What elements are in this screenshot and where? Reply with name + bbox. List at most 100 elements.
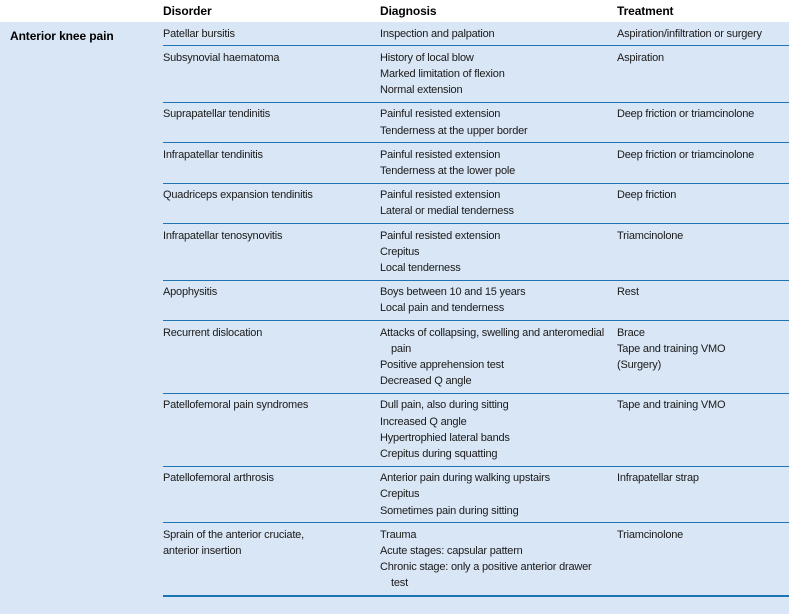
treatment-cell: Tape and training VMO bbox=[617, 397, 789, 462]
disorder-cell: Patellofemoral arthrosis bbox=[163, 470, 380, 519]
diagnosis-cell-line: Increased Q angle bbox=[380, 415, 467, 428]
diagnosis-cell-line: History of local blow bbox=[380, 51, 474, 64]
diagnosis-cell: Dull pain, also during sitting Increased … bbox=[380, 397, 617, 462]
table-rows: Patellar bursitis Inspection and palpatio… bbox=[163, 22, 789, 614]
diagnosis-cell-line: Hypertrophied lateral bands bbox=[380, 431, 510, 444]
disorder-cell: Recurrent dislocation bbox=[163, 325, 380, 390]
treatment-cell-line: Deep friction or triamcinolone bbox=[617, 108, 755, 121]
diagnosis-cell: History of local blow Marked limitation o… bbox=[380, 50, 617, 99]
treatment-cell: Triamcinolone bbox=[617, 527, 789, 592]
treatment-cell: Rest bbox=[617, 284, 789, 316]
treatment-cell: Aspiration bbox=[617, 50, 789, 99]
disorder-cell-line: Recurrent dislocation bbox=[163, 326, 263, 339]
disorder-cell-line: Patellofemoral arthrosis bbox=[163, 472, 274, 485]
diagnosis-cell-line: Tenderness at the lower pole bbox=[380, 164, 516, 177]
diagnosis-cell-line: Crepitus during squatting bbox=[380, 447, 498, 460]
disorder-cell-line: Apophysitis bbox=[163, 286, 218, 299]
diagnosis-cell-line: Dull pain, also during sitting bbox=[380, 399, 509, 412]
diagnosis-cell-line: Sometimes pain during sitting bbox=[380, 504, 519, 517]
disorder-cell-line: Infrapatellar tenosynovitis bbox=[163, 229, 283, 242]
diagnosis-cell: Anterior pain during walking upstairs Cre… bbox=[380, 470, 617, 519]
disorder-cell: Patellar bursitis bbox=[163, 26, 380, 42]
diagnosis-cell-line: Anterior pain during walking upstairs bbox=[380, 472, 550, 485]
treatment-cell: Deep friction or triamcinolone bbox=[617, 106, 789, 138]
table-header-row: Disorder Diagnosis Treatment bbox=[0, 0, 789, 22]
table-row: Patellofemoral pain syndromes Dull pain, … bbox=[163, 392, 789, 466]
diagnosis-cell-line: Lateral or medial tenderness bbox=[380, 205, 514, 218]
diagnosis-cell-line: Local tenderness bbox=[380, 261, 461, 274]
column-header-diagnosis: Diagnosis bbox=[380, 4, 437, 18]
diagnosis-cell-line: Positive apprehension test bbox=[380, 358, 504, 371]
table-row: Recurrent dislocation Attacks of collapsi… bbox=[163, 320, 789, 393]
table-bottom-rule bbox=[163, 595, 789, 598]
diagnosis-cell: Attacks of collapsing, swelling and ante… bbox=[380, 325, 617, 390]
treatment-cell-line: Infrapatellar strap bbox=[617, 472, 699, 485]
table-row: Subsynovial haematoma History of local bl… bbox=[163, 45, 789, 102]
diagnosis-cell-line: Painful resisted extension bbox=[380, 189, 501, 202]
diagnosis-cell-line: Trauma bbox=[380, 528, 417, 541]
table-row: Sprain of the anterior cruciate, anterior… bbox=[163, 522, 789, 595]
diagnosis-cell-line: Tenderness at the upper border bbox=[380, 124, 528, 137]
table-row: Patellofemoral arthrosis Anterior pain du… bbox=[163, 465, 789, 523]
treatment-cell: Triamcinolone bbox=[617, 228, 789, 277]
treatment-cell: Deep friction bbox=[617, 187, 789, 219]
disorder-cell-line: Infrapatellar tendinitis bbox=[163, 148, 263, 161]
diagnosis-cell-line: Decreased Q angle bbox=[380, 375, 472, 388]
table-body-panel: Anterior knee pain Patellar bursitis Insp… bbox=[0, 22, 789, 614]
diagnosis-cell-line: Local pain and tenderness bbox=[380, 302, 505, 315]
disorder-cell: Infrapatellar tenosynovitis bbox=[163, 228, 380, 277]
treatment-cell-line: Tape and training VMO bbox=[617, 342, 726, 355]
disorder-cell-line: Subsynovial haematoma bbox=[163, 51, 280, 64]
diagnosis-cell: Painful resisted extension Lateral or med… bbox=[380, 187, 617, 219]
diagnosis-cell-line: Inspection and palpation bbox=[380, 27, 495, 40]
disorder-cell-line: anterior insertion bbox=[163, 544, 242, 557]
diagnosis-cell: Trauma Acute stages: capsular pattern Chro… bbox=[380, 527, 617, 592]
disorder-cell: Patellofemoral pain syndromes bbox=[163, 397, 380, 462]
treatment-cell-line: Deep friction bbox=[617, 189, 677, 202]
disorder-cell: Infrapatellar tendinitis bbox=[163, 147, 380, 179]
disorder-cell-line: Quadriceps expansion tendinitis bbox=[163, 189, 313, 202]
diagnosis-cell-line: Attacks of collapsing, swelling and ante… bbox=[380, 326, 604, 355]
table-row: Infrapatellar tenosynovitis Painful resis… bbox=[163, 223, 789, 280]
diagnosis-cell: Painful resisted extension Tenderness at … bbox=[380, 106, 617, 138]
column-header-disorder: Disorder bbox=[163, 4, 212, 18]
disorder-cell: Apophysitis bbox=[163, 284, 380, 316]
treatment-cell-line: Rest bbox=[617, 286, 639, 299]
diagnosis-cell: Boys between 10 and 15 years Local pain a… bbox=[380, 284, 617, 316]
disorder-cell: Quadriceps expansion tendinitis bbox=[163, 187, 380, 219]
treatment-cell: Brace Tape and training VMO (Surgery) bbox=[617, 325, 789, 390]
group-column: Anterior knee pain bbox=[0, 22, 163, 614]
treatment-cell: Infrapatellar strap bbox=[617, 470, 789, 519]
table-row: Infrapatellar tendinitis Painful resisted… bbox=[163, 142, 789, 182]
treatment-cell-line: Tape and training VMO bbox=[617, 399, 726, 412]
table-row: Patellar bursitis Inspection and palpatio… bbox=[163, 22, 789, 45]
diagnosis-cell-line: Painful resisted extension bbox=[380, 108, 501, 121]
treatment-cell-line: Triamcinolone bbox=[617, 528, 684, 541]
treatment-cell: Aspiration/infiltration or surgery bbox=[617, 26, 789, 42]
diagnosis-cell-line: Painful resisted extension bbox=[380, 229, 501, 242]
diagnosis-cell-line: Marked limitation of flexion bbox=[380, 67, 505, 80]
disorder-cell: Suprapatellar tendinitis bbox=[163, 106, 380, 138]
diagnosis-cell-line: Boys between 10 and 15 years bbox=[380, 286, 526, 299]
diagnosis-cell: Inspection and palpation bbox=[380, 26, 617, 42]
disorder-cell-line: Suprapatellar tendinitis bbox=[163, 108, 271, 121]
diagnosis-cell-line: Normal extension bbox=[380, 84, 463, 97]
diagnosis-cell-line: Painful resisted extension bbox=[380, 148, 501, 161]
diagnosis-cell-line: Chronic stage: only a positive anterior … bbox=[380, 561, 592, 590]
treatment-cell-line: Deep friction or triamcinolone bbox=[617, 148, 755, 161]
diagnosis-cell-line: Crepitus bbox=[380, 488, 420, 501]
table-row: Suprapatellar tendinitis Painful resisted… bbox=[163, 101, 789, 142]
disorder-cell: Sprain of the anterior cruciate, anterior… bbox=[163, 527, 380, 592]
treatment-cell-line: Triamcinolone bbox=[617, 229, 684, 242]
treatment-cell-line: Aspiration/infiltration or surgery bbox=[617, 27, 762, 40]
disorder-cell-line: Sprain of the anterior cruciate, bbox=[163, 528, 304, 541]
group-label: Anterior knee pain bbox=[10, 29, 114, 43]
disorder-cell-line: Patellar bursitis bbox=[163, 27, 235, 40]
treatment-cell-line: (Surgery) bbox=[617, 358, 662, 371]
diagnosis-cell: Painful resisted extension Crepitus Local … bbox=[380, 228, 617, 277]
disorder-cell-line: Patellofemoral pain syndromes bbox=[163, 399, 309, 412]
table-row: Quadriceps expansion tendinitis Painful r… bbox=[163, 182, 789, 223]
treatment-cell: Deep friction or triamcinolone bbox=[617, 147, 789, 179]
diagnosis-cell-line: Acute stages: capsular pattern bbox=[380, 544, 523, 557]
